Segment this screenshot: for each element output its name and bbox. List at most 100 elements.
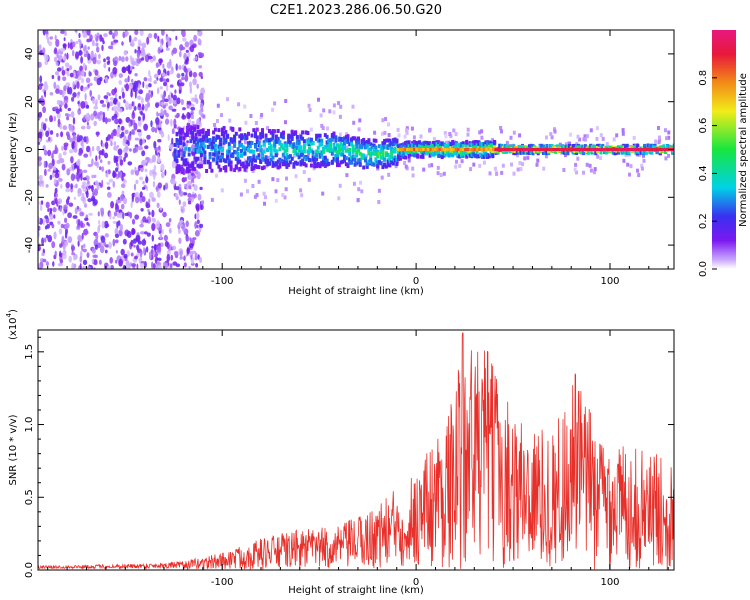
heatmap-cell [198, 129, 202, 134]
heatmap-cell [156, 77, 159, 81]
heatmap-cell [393, 158, 397, 163]
heatmap-cell [390, 150, 394, 155]
heatmap-cell [151, 223, 156, 231]
heatmap-cell [80, 125, 86, 130]
heatmap-cell [603, 148, 607, 151]
heatmap-cell [549, 132, 553, 137]
heatmap-cell [458, 163, 462, 168]
heatmap-cell [134, 214, 140, 220]
heatmap-cell [255, 147, 259, 152]
heatmap-cell [47, 149, 52, 157]
heatmap-cell [268, 129, 271, 133]
heatmap-cell [418, 140, 421, 145]
heatmap-cell [199, 186, 203, 191]
heatmap-cell [278, 147, 282, 152]
heatmap-cell [66, 198, 70, 206]
heatmap-cell [594, 148, 598, 151]
heatmap-cell [471, 148, 475, 151]
heatmap-cell [182, 107, 186, 111]
heatmap-cell [72, 92, 77, 98]
heatmap-cell [54, 71, 60, 76]
heatmap-cell [562, 168, 566, 172]
heatmap-cell [664, 148, 668, 151]
heatmap-cell [654, 139, 658, 144]
heatmap-cell [128, 83, 133, 90]
heatmap-cell [655, 148, 658, 151]
heatmap-cell [316, 145, 320, 150]
heatmap-cell [465, 139, 469, 144]
heatmap-cell [106, 56, 110, 61]
heatmap-cell [216, 103, 220, 108]
heatmap-cell [184, 176, 187, 182]
heatmap-cell [299, 145, 303, 150]
heatmap-cell [175, 131, 179, 136]
heatmap-cell [257, 179, 261, 184]
heatmap-cell [66, 116, 70, 121]
heatmap-cell [191, 166, 195, 171]
heatmap-cell [90, 51, 94, 59]
heatmap-cell [301, 158, 305, 163]
heatmap-cell [611, 150, 615, 155]
heatmap-cell [180, 46, 186, 50]
heatmap-cell [582, 148, 586, 151]
heatmap-cell [580, 144, 584, 149]
heatmap-cell [592, 170, 596, 175]
heatmap-cell [566, 151, 570, 156]
heatmap-cell [78, 151, 82, 156]
heatmap-cell [165, 112, 170, 118]
heatmap-cell [465, 143, 469, 148]
heatmap-cell [83, 153, 89, 158]
heatmap-cell [529, 143, 533, 148]
heatmap-cell [192, 166, 196, 171]
heatmap-cell [503, 148, 507, 151]
heatmap-cell [236, 147, 240, 152]
heatmap-cell [219, 142, 223, 147]
heatmap-cell [421, 141, 425, 146]
heatmap-cell [334, 146, 338, 151]
heatmap-cell [285, 143, 289, 148]
heatmap-cell [575, 148, 579, 151]
heatmap-cell [68, 202, 74, 207]
heatmap-cell [236, 153, 240, 158]
heatmap-cell [379, 145, 383, 150]
heatmap-cell [308, 149, 312, 154]
heatmap-cell [328, 109, 332, 114]
heatmap-cell [487, 140, 491, 145]
heatmap-cell [191, 130, 195, 135]
heatmap-cell [290, 137, 294, 141]
heatmap-cell [187, 168, 191, 173]
heatmap-cell [367, 147, 371, 152]
heatmap-cell [95, 232, 99, 241]
heatmap-cell [239, 192, 243, 197]
heatmap-cell [108, 241, 112, 249]
heatmap-cell [164, 182, 169, 190]
heatmap-cell [271, 107, 275, 112]
heatmap-cell [561, 148, 565, 151]
heatmap-cell [143, 77, 148, 82]
heatmap-cell [292, 164, 296, 169]
heatmap-cell [454, 142, 458, 147]
heatmap-cell [486, 141, 490, 146]
heatmap-cell [439, 153, 442, 158]
heatmap-cell [114, 155, 119, 162]
heatmap-cell [82, 46, 87, 52]
heatmap-cell [330, 133, 334, 137]
heatmap-cell [191, 250, 197, 254]
heatmap-cell [353, 157, 357, 162]
heatmap-cell [43, 83, 49, 91]
heatmap-cell [106, 181, 110, 185]
heatmap-cell [427, 148, 430, 151]
heatmap-cell [397, 144, 401, 149]
heatmap-cell [57, 75, 61, 81]
heatmap-cell [243, 136, 247, 141]
heatmap-cell [188, 119, 191, 124]
heatmap-cell [266, 126, 269, 131]
heatmap-cell [411, 143, 415, 148]
heatmap-cell [134, 91, 137, 99]
y-tick-label: 0.5 [24, 489, 35, 505]
heatmap-cell [489, 148, 493, 151]
heatmap-cell [106, 92, 110, 96]
heatmap-cell [372, 162, 376, 167]
heatmap-cell [107, 160, 111, 165]
heatmap-cell [384, 145, 388, 150]
